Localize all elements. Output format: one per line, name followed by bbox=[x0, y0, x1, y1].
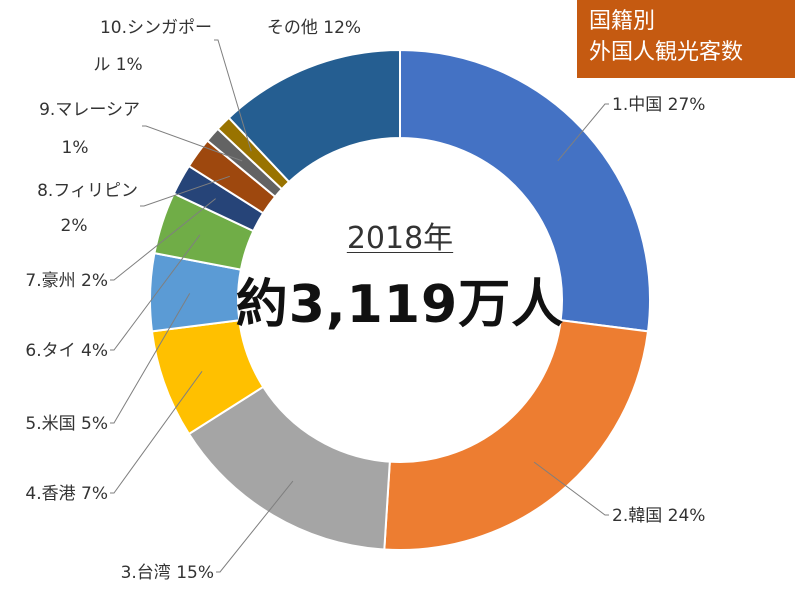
slice-label-10-line2: ル 1% bbox=[93, 55, 142, 75]
slice-label-3: 3.台湾 15% bbox=[121, 563, 214, 583]
slice-label-7: 7.豪州 2% bbox=[25, 270, 108, 291]
center-total-label: 約3,119万人 bbox=[235, 275, 565, 335]
leader-lines bbox=[110, 39, 609, 573]
leader-line-5 bbox=[110, 293, 191, 424]
leader-line-10 bbox=[214, 39, 252, 152]
slice-label-11: その他 12% bbox=[267, 18, 361, 38]
leader-line-7 bbox=[110, 198, 216, 281]
center-year-text: 2018年 bbox=[346, 221, 454, 256]
slice-labels: 1.中国 27% 2.韓国 24% 3.台湾 15% 4.香港 7% 5.米国 5% 6.… bbox=[25, 18, 705, 583]
center-year-label: 2018年 bbox=[300, 213, 500, 257]
slice-label-5: 5.米国 5% bbox=[25, 414, 108, 434]
slice-label-2: 2.韓国 24% bbox=[612, 506, 705, 526]
leader-line-2 bbox=[533, 461, 609, 516]
slice-label-6: 6.タイ 4% bbox=[25, 341, 108, 361]
slice-label-8-line1: 8.フィリピン bbox=[37, 181, 138, 201]
chart-title-line1: 国籍別 bbox=[589, 9, 656, 34]
leader-line-1 bbox=[557, 103, 609, 162]
leader-line-3 bbox=[216, 480, 294, 573]
chart-title-box: 国籍別 外国人観光客数 bbox=[577, 0, 795, 78]
slice-label-8-line2: 2% bbox=[61, 216, 88, 236]
donut-slice-1 bbox=[399, 48, 651, 333]
chart-title-line2: 外国人観光客数 bbox=[589, 40, 744, 65]
slice-label-10-line1: 10.シンガポー bbox=[100, 18, 212, 38]
donut-slice-2 bbox=[383, 319, 650, 551]
slice-label-1: 1.中国 27% bbox=[612, 95, 705, 115]
leader-line-8 bbox=[140, 175, 230, 207]
slice-label-9-line1: 9.マレーシア bbox=[39, 100, 140, 120]
leader-line-6 bbox=[110, 234, 201, 351]
leader-line-9 bbox=[142, 125, 243, 162]
slice-label-9-line2: 1% bbox=[62, 138, 89, 158]
leader-line-4 bbox=[110, 370, 203, 494]
slice-label-4: 4.香港 7% bbox=[25, 484, 108, 504]
donut-slice-11 bbox=[227, 48, 401, 184]
donut-slices bbox=[149, 48, 651, 551]
